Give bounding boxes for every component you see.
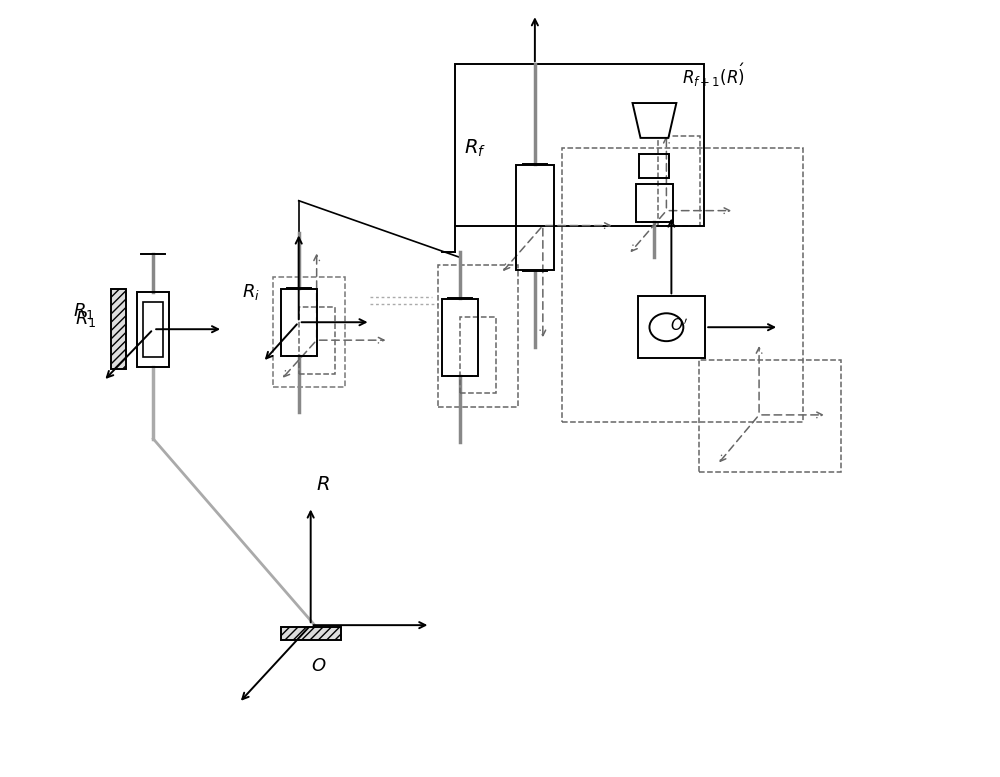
Bar [281, 289, 317, 356]
Bar [699, 360, 841, 472]
Text: $R_1$: $R_1$ [73, 301, 94, 321]
Text: $R_f$: $R_f$ [464, 138, 486, 159]
Bar [455, 64, 704, 225]
Bar [438, 266, 518, 407]
Bar [638, 296, 705, 358]
Bar [281, 626, 341, 639]
Polygon shape [633, 103, 676, 138]
Text: $O$: $O$ [311, 657, 326, 675]
Bar [111, 289, 126, 369]
Bar [516, 165, 554, 270]
Text: $R_i$: $R_i$ [242, 282, 260, 302]
Bar [299, 307, 335, 374]
Bar [562, 148, 803, 422]
Bar [442, 299, 478, 375]
Bar [460, 317, 496, 393]
Text: $O'$: $O'$ [670, 317, 688, 333]
Text: $R$: $R$ [316, 475, 329, 493]
Bar [143, 301, 163, 357]
Text: $R_1$: $R_1$ [75, 309, 96, 329]
Bar [137, 292, 169, 367]
Bar [636, 183, 673, 221]
Bar [658, 136, 700, 225]
Text: $R_{f+1}(R\')$: $R_{f+1}(R\')$ [682, 61, 745, 89]
Bar [639, 154, 669, 178]
Bar [273, 277, 345, 387]
